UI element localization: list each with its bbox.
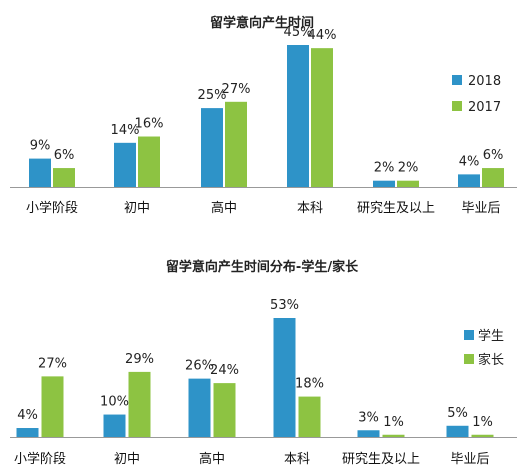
bar-2-series-1: [103, 414, 126, 437]
bar-1-series-1: [287, 45, 309, 187]
legend-label-2018: 2018: [468, 74, 501, 89]
data-label-2-series-2: 29%: [125, 352, 154, 367]
bar-1-series-1: [458, 174, 480, 187]
data-label-1-series-1: 4%: [459, 154, 480, 169]
legend-swatch-parent: [464, 354, 474, 364]
chart-1-category-label: 初中: [124, 201, 150, 216]
chart-2-category-label: 初中: [114, 452, 140, 467]
chart-2-category-label: 小学阶段: [14, 451, 66, 467]
legend-swatch-student: [464, 330, 474, 340]
data-label-1-series-2: 27%: [222, 82, 251, 97]
data-label-2-series-1: 5%: [447, 406, 468, 421]
chart-1: 留学意向产生时间 9%6%14%16%25%27%45%44%2% 2% 4% 6% …: [10, 15, 517, 216]
data-label-2-series-2: 24%: [210, 363, 239, 378]
legend-label-student: 学生: [478, 328, 504, 344]
chart-1-category-label: 毕业后: [461, 201, 500, 216]
chart-2-legend: 学生 家长: [464, 328, 504, 368]
chart-2-category-labels: 小学阶段 初中 高中 本科 研究生及以上 毕业后: [14, 451, 490, 467]
legend-swatch-2017: [452, 101, 462, 111]
data-label-2-series-2: 1%: [472, 415, 493, 430]
chart-2-category-label: 高中: [199, 451, 225, 467]
chart-1-category-label: 高中: [211, 200, 237, 216]
bar-2-series-1: [16, 428, 39, 437]
chart-1-category-label: 本科: [297, 201, 323, 216]
data-label-2-series-1: 4%: [17, 408, 38, 423]
bar-1-series-1: [114, 142, 136, 187]
bar-1-series-2: [225, 101, 247, 187]
chart-2-category-label: 本科: [284, 452, 310, 467]
chart-1-legend: 2018 2017: [452, 74, 501, 115]
data-label-1-series-1: 14%: [111, 123, 140, 138]
bar-2-series-2: [128, 371, 151, 437]
data-label-1-series-2: 16%: [135, 117, 164, 132]
chart-2-title: 留学意向产生时间分布-学生/家长: [166, 259, 359, 275]
data-label-2-series-1: 10%: [100, 395, 129, 410]
data-label-1-series-2: 2%: [398, 161, 419, 176]
data-label-2-series-1: 26%: [185, 359, 214, 374]
bar-1-series-1: [29, 158, 51, 187]
chart-2: 留学意向产生时间分布-学生/家长 4% 27% 10% 29% 26%24% 53% 18%…: [10, 259, 517, 467]
data-label-2-series-2: 18%: [295, 377, 324, 392]
legend-label-2017: 2017: [468, 100, 501, 115]
data-label-2-series-2: 1%: [383, 415, 404, 430]
data-label-2-series-2: 27%: [38, 356, 67, 371]
bar-2-series-1: [188, 378, 211, 437]
bar-2-series-2: [471, 434, 494, 437]
legend-label-parent: 家长: [478, 352, 504, 368]
bar-2-series-1: [273, 318, 296, 437]
chart-1-category-label: 研究生及以上: [357, 201, 435, 216]
chart-1-category-label: 小学阶段: [26, 200, 78, 216]
bar-1-series-2: [138, 136, 160, 187]
bar-1-series-2: [311, 48, 333, 188]
chart-1-bars: [29, 45, 504, 188]
bar-1-series-2: [397, 180, 419, 187]
data-label-1-series-2: 44%: [308, 28, 337, 43]
chart-1-value-labels: 9%6%14%16%25%27%45%44%2% 2% 4% 6%: [30, 25, 504, 176]
chart-2-category-label: 毕业后: [450, 452, 489, 467]
chart-2-category-label: 研究生及以上: [342, 452, 420, 467]
data-label-1-series-2: 6%: [483, 148, 504, 163]
bar-2-series-2: [298, 396, 321, 437]
bar-2-series-1: [357, 430, 380, 437]
chart-1-category-labels: 小学阶段 初中 高中 本科 研究生及以上 毕业后: [26, 200, 501, 216]
data-label-1-series-1: 25%: [198, 88, 227, 103]
chart-1-title: 留学意向产生时间: [210, 15, 314, 31]
data-label-1-series-2: 6%: [54, 148, 75, 163]
data-label-1-series-1: 45%: [284, 25, 313, 40]
chart-2-bars: [16, 318, 494, 437]
bar-1-series-1: [373, 180, 395, 187]
bar-1-series-2: [53, 168, 75, 187]
data-label-2-series-1: 3%: [358, 410, 379, 425]
bar-2-series-2: [213, 383, 236, 437]
bar-2-series-1: [446, 425, 469, 437]
chart-2-value-labels: 4% 27% 10% 29% 26%24% 53% 18% 3% 1% 5% 1%: [17, 298, 493, 430]
data-label-2-series-1: 53%: [270, 298, 299, 313]
legend-swatch-2018: [452, 75, 462, 85]
bar-2-series-2: [382, 434, 405, 437]
data-label-1-series-1: 2%: [374, 161, 395, 176]
bar-1-series-2: [482, 168, 504, 187]
data-label-1-series-1: 9%: [30, 139, 51, 154]
bar-1-series-1: [201, 108, 223, 187]
bar-2-series-2: [41, 376, 64, 437]
